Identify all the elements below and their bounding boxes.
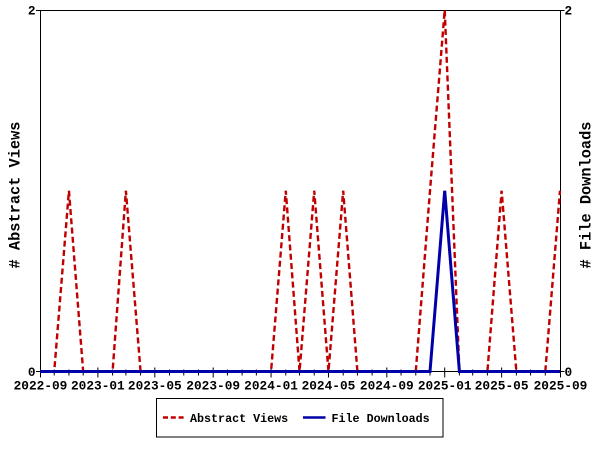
svg-text:0: 0 bbox=[565, 365, 573, 380]
svg-text:2: 2 bbox=[565, 3, 573, 18]
svg-text:# Abstract Views: # Abstract Views bbox=[7, 122, 25, 269]
svg-text:2024-01: 2024-01 bbox=[244, 378, 298, 393]
svg-text:2024-05: 2024-05 bbox=[302, 378, 356, 393]
svg-text:2022-09: 2022-09 bbox=[14, 378, 68, 393]
svg-text:2025-01: 2025-01 bbox=[418, 378, 472, 393]
svg-text:2023-05: 2023-05 bbox=[128, 378, 182, 393]
svg-text:2025-09: 2025-09 bbox=[534, 378, 588, 393]
svg-text:2: 2 bbox=[28, 3, 36, 18]
svg-text:2024-09: 2024-09 bbox=[360, 378, 414, 393]
svg-text:0: 0 bbox=[28, 365, 36, 380]
svg-text:Abstract Views: Abstract Views bbox=[190, 412, 288, 426]
svg-text:File Downloads: File Downloads bbox=[332, 412, 430, 426]
svg-text:2025-05: 2025-05 bbox=[475, 378, 529, 393]
svg-text:2023-01: 2023-01 bbox=[71, 378, 125, 393]
svg-text:2023-09: 2023-09 bbox=[186, 378, 240, 393]
svg-text:# File Downloads: # File Downloads bbox=[578, 122, 596, 269]
